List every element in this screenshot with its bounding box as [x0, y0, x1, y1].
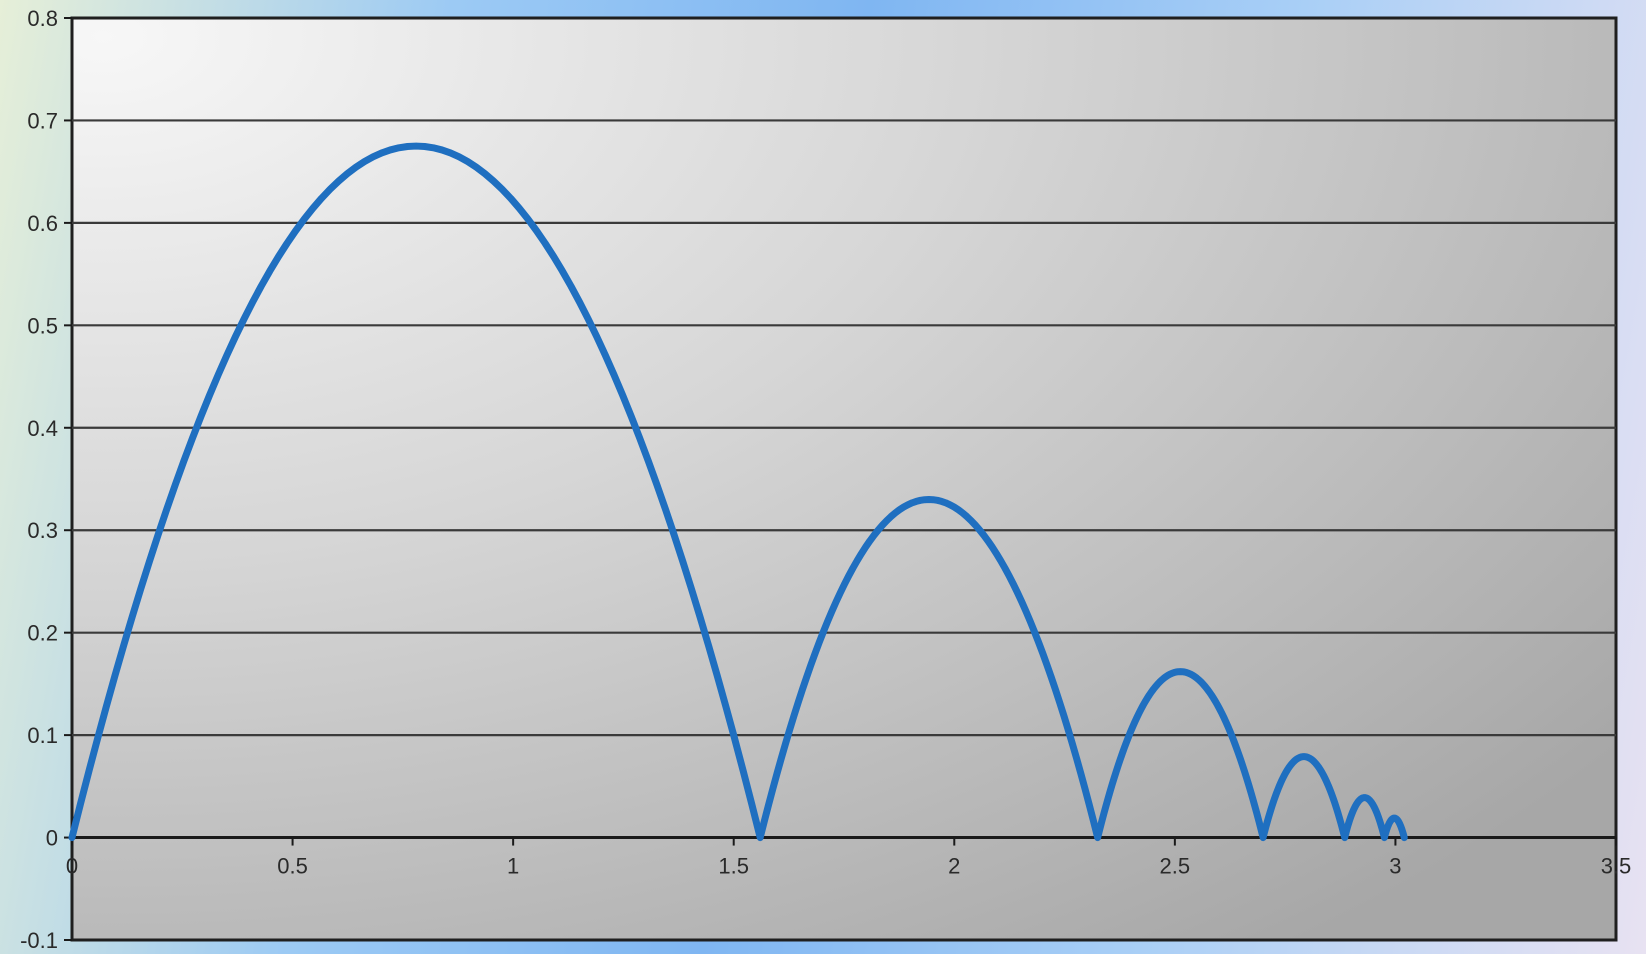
x-tick-label: 0 [66, 854, 78, 879]
x-tick-label: 0.5 [277, 854, 308, 879]
y-tick-label: 0.5 [27, 313, 58, 338]
x-tick-label: 2.5 [1160, 854, 1191, 879]
gridlines [72, 119, 1616, 840]
x-tick-label: 1.5 [718, 854, 749, 879]
y-tick-label: 0.3 [27, 518, 58, 543]
y-tick-label: 0.7 [27, 108, 58, 133]
y-tick-label: 0.1 [27, 723, 58, 748]
y-tick-label: -0.1 [20, 928, 58, 953]
y-tick-label: 0 [46, 826, 58, 851]
x-tick-label: 1 [507, 854, 519, 879]
y-axis: -0.1 0 0.1 0.2 0.3 0.4 0.5 0.6 0.7 0.8 [20, 6, 72, 953]
data-series [68, 142, 1408, 842]
y-tick-label: 0.4 [27, 416, 58, 441]
y-tick-label: 0.6 [27, 211, 58, 236]
y-tick-label: 0.8 [27, 6, 58, 31]
x-tick-label: 3.5 [1601, 854, 1632, 879]
plot-area [70, 16, 1618, 942]
y-tick-label: 0.2 [27, 621, 58, 646]
series-line [68, 142, 1408, 842]
x-tick-label: 2 [948, 854, 960, 879]
x-tick-label: 3 [1389, 854, 1401, 879]
x-axis: 0 0.5 1 1.5 2 2.5 3 3.5 [66, 837, 1632, 879]
